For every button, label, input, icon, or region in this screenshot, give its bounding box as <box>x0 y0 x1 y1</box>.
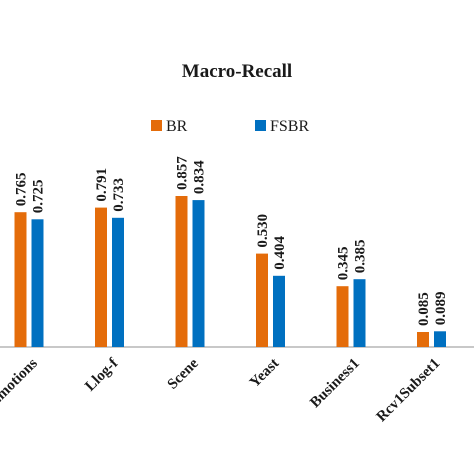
bar-fsbr-5 <box>434 331 446 347</box>
bar-br-2 <box>175 196 188 347</box>
category-labels-group: Emotions Llog-f Scene Yeast Business1 Rcv1Sub… <box>0 355 444 426</box>
data-label-br-1: 0.791 <box>94 168 110 202</box>
legend-swatch-br <box>151 120 162 131</box>
bar-br-4 <box>336 286 349 347</box>
data-label-br-4: 0.345 <box>336 246 352 280</box>
legend-label-fsbr: FSBR <box>270 118 309 135</box>
legend-swatch-fsbr <box>255 120 266 131</box>
chart-title: Macro-Recall <box>182 61 292 82</box>
category-label-5: Rcv1Subset1 <box>374 356 444 426</box>
bar-br-0 <box>14 212 27 347</box>
data-label-fsbr-4: 0.385 <box>353 239 369 273</box>
data-label-fsbr-0: 0.725 <box>31 180 47 214</box>
data-label-br-2: 0.857 <box>175 156 191 190</box>
data-label-fsbr-5: 0.089 <box>433 292 449 326</box>
bar-fsbr-3 <box>273 275 285 347</box>
data-label-fsbr-2: 0.834 <box>192 160 208 194</box>
legend-label-br: BR <box>166 118 188 135</box>
bar-br-5 <box>417 332 429 347</box>
bar-fsbr-1 <box>112 217 124 347</box>
data-label-fsbr-3: 0.404 <box>272 236 288 270</box>
data-labels-group: 0.765 0.725 0.791 0.733 0.857 0.834 0.5300.404… <box>14 156 450 326</box>
category-label-3: Yeast <box>247 356 282 391</box>
category-label-4: Business1 <box>307 356 363 412</box>
data-label-br-3: 0.530 <box>255 214 271 248</box>
bar-br-1 <box>95 207 107 347</box>
category-label-0: Emotions <box>0 355 41 409</box>
bar-br-3 <box>256 253 268 347</box>
legend: BR FSBR <box>151 118 309 135</box>
category-label-1: Llog-f <box>82 355 122 395</box>
data-label-fsbr-1: 0.733 <box>111 178 127 212</box>
bars-group <box>14 196 446 347</box>
bar-fsbr-0 <box>31 219 44 347</box>
data-label-br-0: 0.765 <box>14 172 30 206</box>
category-label-2: Scene <box>165 355 202 392</box>
bar-fsbr-4 <box>353 279 366 347</box>
data-label-br-5: 0.085 <box>416 292 432 326</box>
bar-fsbr-2 <box>192 200 205 347</box>
